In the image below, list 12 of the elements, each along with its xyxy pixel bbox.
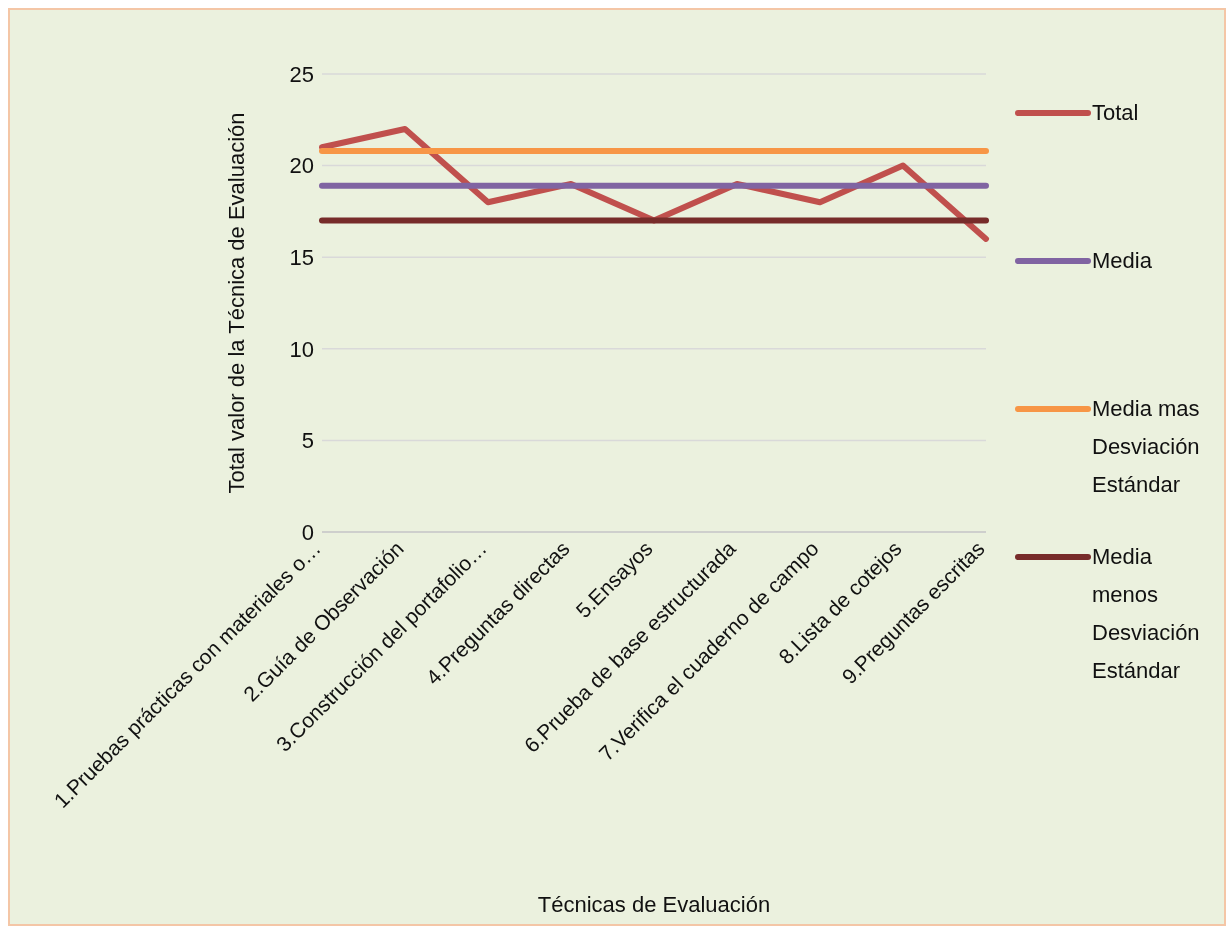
legend-label: Media mas Desviación Estándar (1092, 395, 1201, 499)
legend-label: Media menos Desviación Estándar (1092, 543, 1201, 685)
y-tick-label: 0 (301, 519, 314, 545)
legend-label: Media (1092, 247, 1153, 275)
y-axis-title: Total valor de la Técnica de Evaluación (223, 112, 249, 494)
y-tick-label: 20 (289, 153, 314, 179)
legend-label: Total (1092, 99, 1140, 127)
x-axis-title: Técnicas de Evaluación (537, 892, 771, 917)
y-tick-label: 15 (289, 245, 314, 271)
y-tick-label: 5 (301, 428, 314, 454)
y-tick-label: 25 (289, 61, 314, 87)
y-tick-label: 10 (289, 336, 314, 362)
